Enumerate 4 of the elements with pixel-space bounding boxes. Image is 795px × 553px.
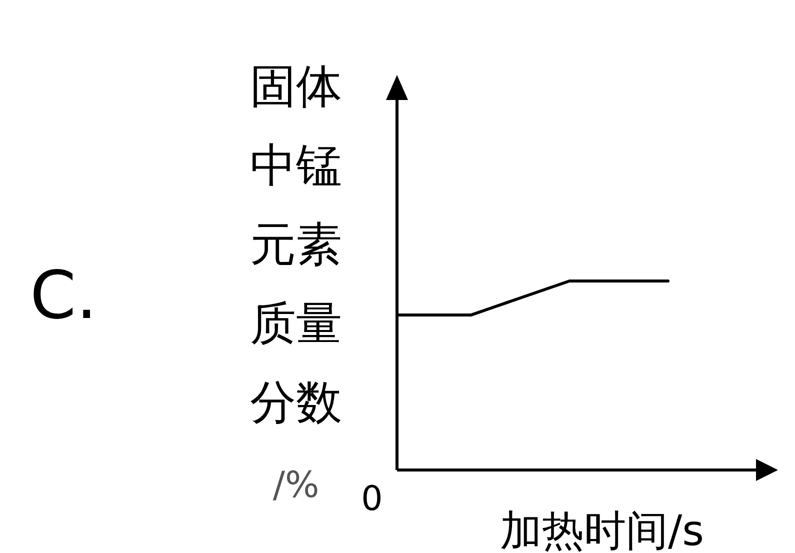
x-axis-title: 加热时间/s [500, 506, 704, 553]
y-axis-title: 固体中锰元素质量分数/% [250, 59, 342, 506]
text: 0 [361, 479, 383, 519]
text: C. [30, 257, 98, 334]
